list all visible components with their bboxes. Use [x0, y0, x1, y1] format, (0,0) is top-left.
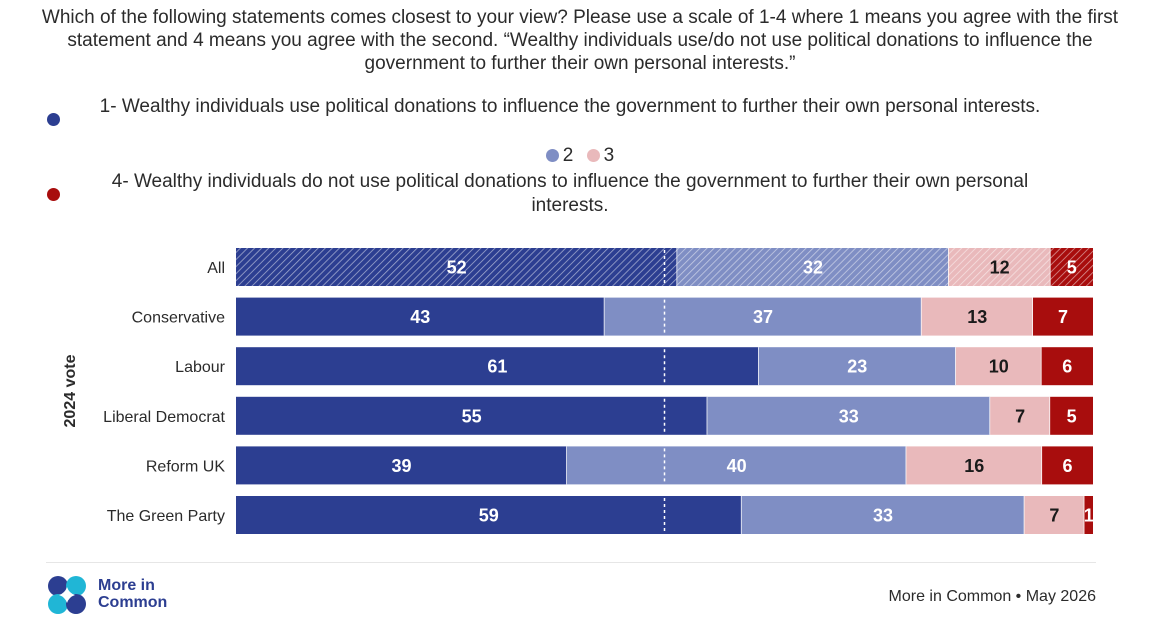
legend-label-3: 3 [603, 145, 615, 166]
bar-hatch [236, 248, 678, 286]
bar-segment [758, 347, 956, 386]
value-label: 39 [391, 456, 411, 476]
stacked-bar-chart: 2024 vote All 52 32 12 5 Conservative 43 37 13 7 L… [62, 248, 1094, 534]
bar-segment [1041, 347, 1093, 386]
legend-item-4: 4- Wealthy individuals do not use politi… [111, 171, 1029, 216]
value-label: 6 [1062, 357, 1072, 377]
value-label: 43 [410, 307, 430, 327]
legend-item-1: 1- Wealthy individuals use political don… [99, 96, 1041, 117]
value-label: 5 [1067, 406, 1077, 426]
bar-segment [906, 446, 1043, 485]
value-label: 1 [1084, 506, 1094, 526]
value-label: 55 [462, 406, 482, 426]
value-label: 40 [727, 456, 747, 476]
value-label: 12 [990, 258, 1010, 278]
legend-label-2: 2 [562, 145, 574, 166]
category-label: Conservative [132, 310, 225, 327]
value-label: 7 [1058, 307, 1068, 327]
bar-segment [236, 496, 742, 534]
bar-segment [1050, 396, 1093, 435]
bar-segment [1042, 446, 1093, 485]
value-label: 33 [839, 406, 859, 426]
value-label: 52 [447, 258, 467, 278]
bar-segment [990, 396, 1051, 435]
bar-hatch [677, 248, 949, 286]
value-label: 5 [1067, 258, 1077, 278]
value-label: 33 [873, 506, 893, 526]
value-label: 37 [753, 307, 773, 327]
category-label: Liberal Democrat [103, 409, 225, 426]
brand-line-2: Common [98, 594, 168, 611]
bar-hatch [1050, 248, 1093, 286]
value-label: 7 [1015, 406, 1025, 426]
legend-dot-4 [47, 188, 60, 201]
bar-segment [921, 297, 1034, 336]
brand-name: More in Common [98, 577, 167, 611]
bar-segment [236, 396, 708, 435]
legend-item-2: 2 [545, 145, 574, 167]
brand-line-1: More in [98, 577, 155, 594]
bar-segment [741, 496, 1025, 534]
bar-segment [707, 396, 991, 435]
value-label: 16 [964, 456, 984, 476]
chart-title: Which of the following statements comes … [41, 7, 1119, 74]
value-label: 61 [487, 357, 507, 377]
category-label: The Green Party [107, 508, 225, 525]
value-label: 23 [847, 357, 867, 377]
bar-segment [955, 347, 1042, 386]
bar-segment [566, 446, 907, 485]
value-label: 7 [1049, 506, 1059, 526]
bar-segment [236, 347, 759, 386]
value-label: 6 [1063, 456, 1073, 476]
source-note: More in Common • May 2026 [888, 588, 1096, 605]
more-in-common-logo [48, 576, 86, 614]
category-label: Labour [175, 359, 225, 376]
legend-dot-2 [545, 149, 559, 162]
bar-segment [1033, 297, 1093, 336]
legend-item-3: 3 [586, 145, 615, 167]
bar-segment [1084, 496, 1093, 534]
category-label: Reform UK [146, 458, 225, 475]
category-label: All [207, 260, 225, 277]
bar-hatch [948, 248, 1051, 286]
value-label: 10 [989, 357, 1009, 377]
value-label: 32 [803, 258, 823, 278]
legend-dot-1 [47, 113, 60, 126]
footer-divider [46, 562, 1096, 563]
legend-dot-3 [586, 149, 600, 162]
value-label: 13 [967, 307, 987, 327]
legend-middle: 2 3 [0, 145, 1160, 167]
bar-segment [236, 297, 605, 336]
bar-segment [236, 446, 567, 485]
y-axis-title: 2024 vote [62, 354, 79, 427]
bar-segment [1024, 496, 1085, 534]
bar-segment [604, 297, 922, 336]
value-label: 59 [479, 506, 499, 526]
